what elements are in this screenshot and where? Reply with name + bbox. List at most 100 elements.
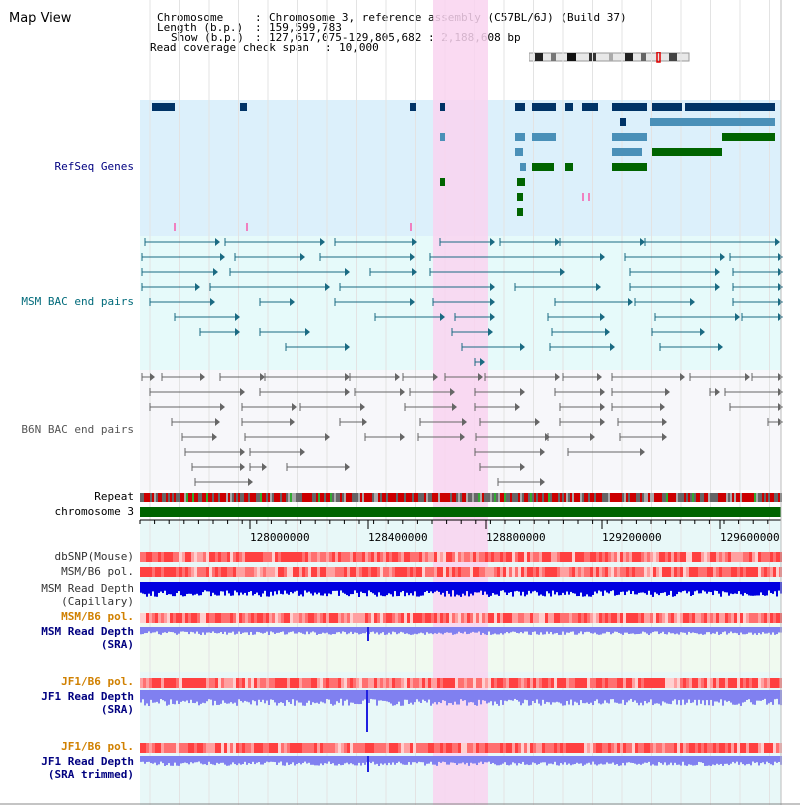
msm-bac-arrow: [325, 283, 330, 291]
dbsnp-label[interactable]: dbSNP(Mouse): [54, 550, 134, 563]
repeat-mark: [328, 493, 330, 502]
heat-mark: [407, 567, 410, 577]
depth-bar: [524, 756, 526, 765]
depth-bar: [532, 627, 534, 632]
depth-bar: [468, 690, 470, 703]
msm-b6-pol-2-label[interactable]: MSM/B6 pol.: [61, 610, 134, 623]
depth-bar: [300, 627, 302, 633]
depth-bar: [256, 627, 258, 632]
heat-mark: [242, 552, 245, 562]
depth-bar: [620, 690, 622, 704]
repeat-mark: [566, 493, 568, 502]
depth-bar: [566, 756, 568, 765]
gene-arrow: [722, 133, 727, 141]
heat-mark: [746, 613, 749, 623]
depth-bar: [594, 582, 596, 592]
depth-bar: [644, 582, 646, 594]
heat-mark: [317, 678, 320, 688]
depth-bar: [166, 627, 168, 634]
depth-bar: [626, 627, 628, 633]
msm-bac-arrow: [488, 328, 493, 336]
depth-bar: [322, 582, 324, 596]
b6n-bac-label[interactable]: B6N BAC end pairs: [21, 423, 134, 436]
jf1-b6-pol-label[interactable]: JF1/B6 pol.: [61, 675, 134, 688]
heat-mark: [335, 613, 338, 623]
depth-bar: [762, 690, 764, 700]
repeat-mark: [540, 493, 542, 502]
heat-mark: [389, 552, 392, 562]
b6n-bac-arrow: [220, 403, 225, 411]
heat-mark: [644, 567, 647, 577]
depth-bar: [566, 582, 568, 592]
heat-mark: [770, 743, 773, 753]
depth-bar: [668, 756, 670, 765]
depth-bar: [592, 582, 594, 595]
refseq-label[interactable]: RefSeq Genes: [54, 160, 134, 173]
repeat-mark: [476, 493, 478, 502]
chromosome-track-label[interactable]: chromosome 3: [54, 505, 134, 518]
heat-mark: [587, 552, 590, 562]
heat-mark: [419, 613, 422, 623]
heat-mark: [695, 552, 698, 562]
repeat-mark: [760, 493, 762, 502]
depth-bar: [152, 690, 154, 703]
b6n-bac-arrow: [520, 388, 525, 396]
msm-b6-pol-label[interactable]: MSM/B6 pol.: [61, 565, 134, 578]
depth-bar: [312, 627, 314, 632]
heat-mark: [197, 567, 200, 577]
heat-mark: [203, 678, 206, 688]
depth-bar: [280, 756, 282, 762]
depth-bar: [180, 756, 182, 764]
depth-bar: [710, 582, 712, 593]
msm-depth-sra-label[interactable]: MSM Read Depth: [41, 625, 134, 638]
repeat-mark: [466, 493, 468, 502]
depth-bar: [388, 690, 390, 703]
depth-bar: [340, 582, 342, 591]
repeat-mark: [620, 493, 622, 502]
heat-mark: [521, 743, 524, 753]
depth-bar: [618, 690, 620, 704]
heat-mark: [242, 743, 245, 753]
depth-bar: [288, 690, 290, 703]
depth-bar: [718, 627, 720, 635]
depth-bar: [378, 690, 380, 701]
msm-bac-label[interactable]: MSM BAC end pairs: [21, 295, 134, 308]
repeat-mark: [224, 493, 226, 502]
gene-block: [685, 103, 775, 111]
depth-bar: [394, 690, 396, 706]
heat-mark: [635, 552, 638, 562]
repeat-mark: [310, 493, 312, 502]
depth-bar: [474, 756, 476, 764]
heat-mark: [272, 567, 275, 577]
depth-bar: [264, 627, 266, 633]
msm-depth-cap-label[interactable]: MSM Read Depth: [41, 582, 134, 595]
depth-bar: [250, 582, 252, 592]
depth-bar: [720, 627, 722, 635]
heat-mark: [254, 743, 257, 753]
depth-bar: [534, 690, 536, 704]
heat-mark: [683, 613, 686, 623]
jf1-b6-pol-2-label[interactable]: JF1/B6 pol.: [61, 740, 134, 753]
repeat-mark: [474, 493, 476, 502]
jf1-depth-sra-label[interactable]: JF1 Read Depth: [41, 690, 134, 703]
repeat-mark: [444, 493, 446, 502]
heat-mark: [392, 613, 395, 623]
depth-bar: [422, 690, 424, 700]
depth-bar: [344, 756, 346, 764]
repeat-label[interactable]: Repeat: [94, 490, 134, 503]
depth-bar: [630, 756, 632, 763]
repeat-mark: [494, 493, 496, 502]
heat-mark: [425, 567, 428, 577]
repeat-mark: [630, 493, 632, 502]
depth-bar: [462, 756, 464, 763]
heat-mark: [311, 567, 314, 577]
heat-mark: [248, 613, 251, 623]
heat-mark: [245, 678, 248, 688]
heat-mark: [560, 552, 563, 562]
depth-bar: [276, 756, 278, 765]
heat-mark: [284, 678, 287, 688]
depth-bar: [474, 690, 476, 705]
repeat-mark: [418, 493, 420, 502]
jf1-depth-trim-label[interactable]: JF1 Read Depth: [41, 755, 134, 768]
